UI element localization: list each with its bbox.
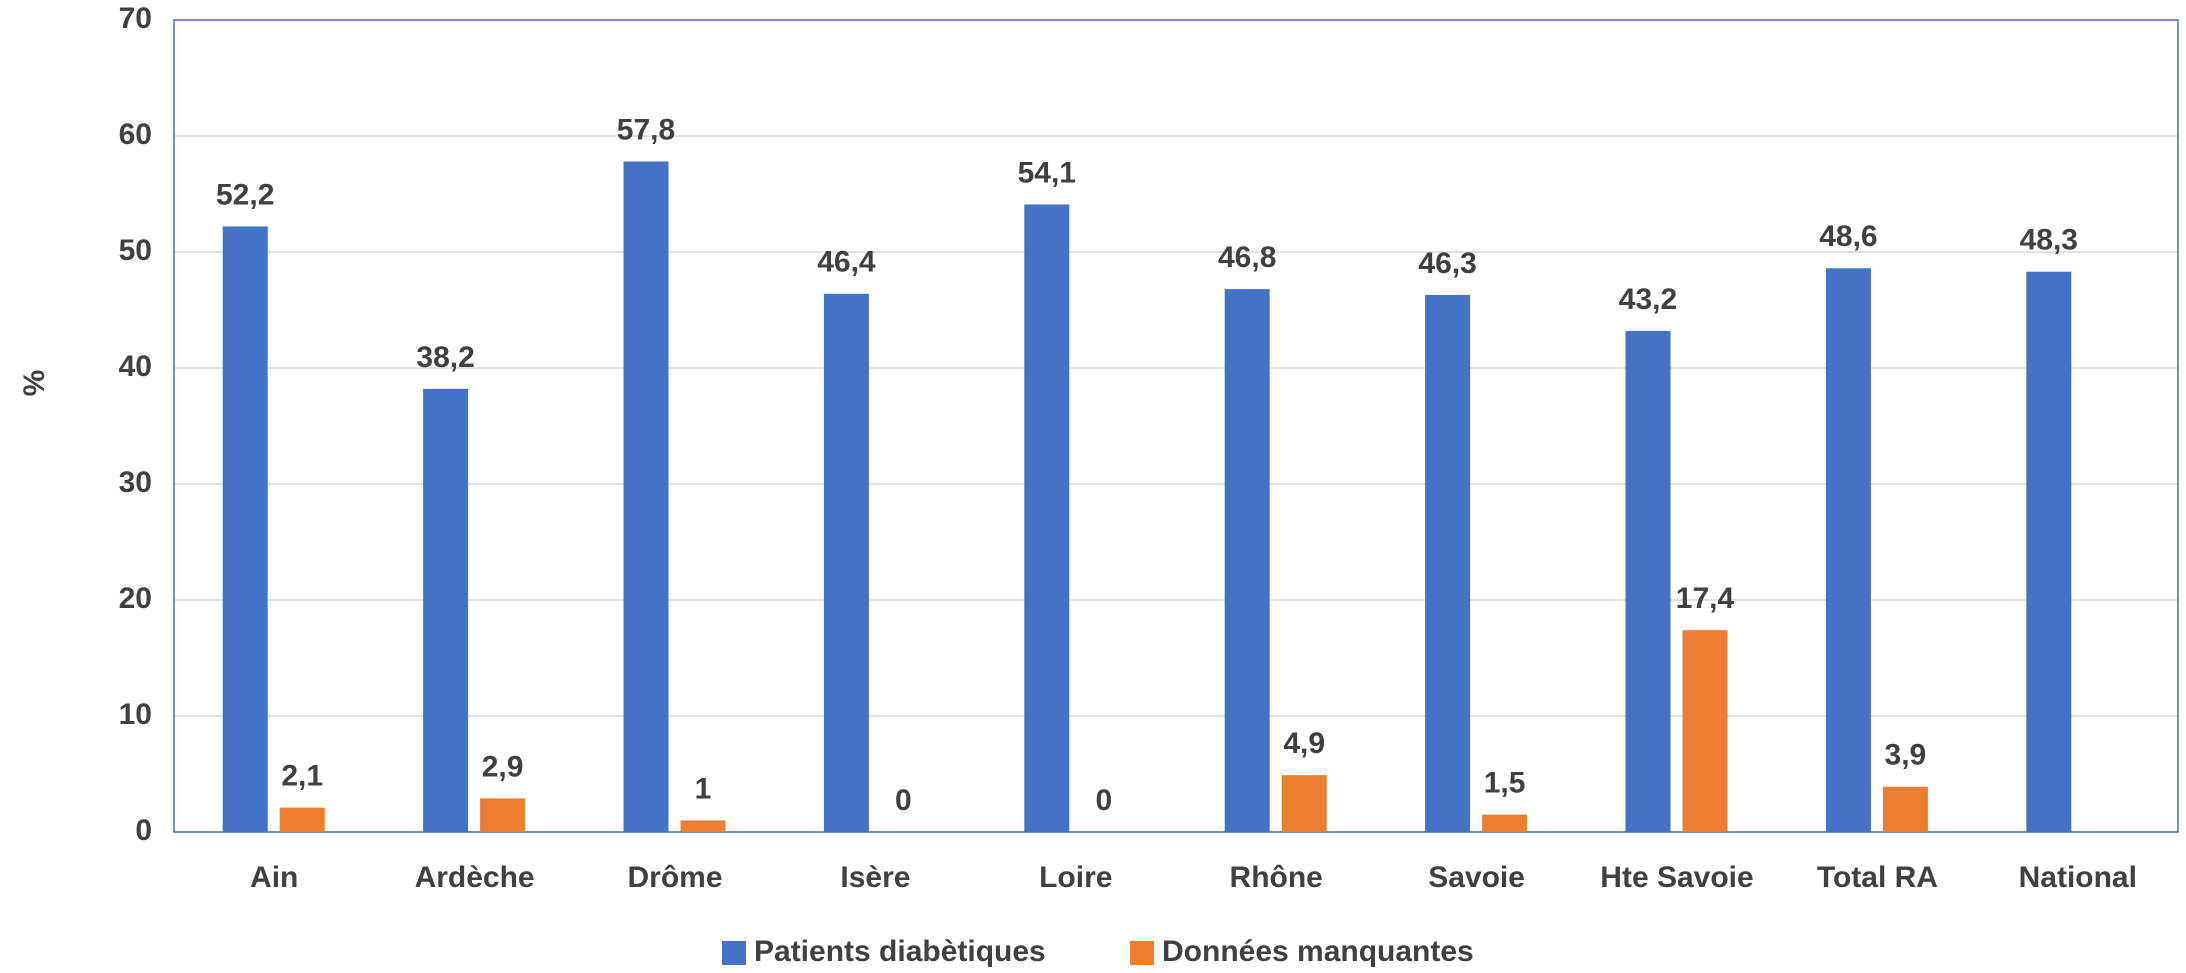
- data-label: 48,3: [2020, 224, 2078, 257]
- legend-label: Patients diabètiques: [754, 935, 1046, 968]
- bar: [680, 820, 726, 832]
- x-tick-label: Ardèche: [415, 861, 535, 894]
- data-label: 1,5: [1484, 767, 1526, 800]
- y-tick-label: 70: [119, 2, 152, 35]
- legend-swatch: [722, 941, 746, 965]
- data-label: 46,3: [1418, 247, 1476, 280]
- data-label: 2,1: [281, 760, 323, 793]
- x-tick-label: Ain: [250, 861, 298, 894]
- x-tick-label: Drôme: [627, 861, 722, 894]
- data-label: 57,8: [617, 113, 675, 146]
- data-label: 38,2: [416, 341, 474, 374]
- bar: [1482, 814, 1528, 832]
- bar: [279, 807, 325, 832]
- bar: [1024, 204, 1070, 832]
- bar: [1882, 786, 1928, 832]
- data-label: 48,6: [1819, 220, 1877, 253]
- bar: [1682, 630, 1728, 832]
- bar: [823, 293, 869, 832]
- y-tick-label: 10: [119, 698, 152, 731]
- legend-label: Données manquantes: [1162, 935, 1474, 968]
- bar: [623, 161, 669, 832]
- plot-frame: [173, 19, 2179, 833]
- y-tick-label: 50: [119, 234, 152, 267]
- data-label: 3,9: [1885, 739, 1927, 772]
- bar: [480, 798, 526, 832]
- x-tick-label: Total RA: [1817, 861, 1938, 894]
- legend-swatch: [1130, 941, 1154, 965]
- data-label: 1: [695, 772, 712, 805]
- bar: [1425, 294, 1471, 832]
- y-tick-label: 0: [135, 814, 152, 847]
- bar: [423, 388, 469, 832]
- data-label: 46,4: [817, 246, 876, 279]
- y-tick-label: 20: [119, 582, 152, 615]
- bar: [1224, 289, 1270, 832]
- data-label: 4,9: [1283, 727, 1325, 760]
- data-label: 2,9: [482, 750, 524, 783]
- bar: [222, 226, 268, 833]
- y-tick-label: 60: [119, 118, 152, 151]
- data-label: 43,2: [1619, 283, 1677, 316]
- data-label: 46,8: [1218, 241, 1276, 274]
- x-tick-label: Isère: [840, 861, 910, 894]
- x-tick-label: Hte Savoie: [1600, 861, 1753, 894]
- data-label: 52,2: [216, 178, 274, 211]
- bar: [1825, 268, 1871, 832]
- data-label: 54,1: [1018, 156, 1076, 189]
- y-tick-label: 40: [119, 350, 152, 383]
- bar: [1625, 330, 1671, 832]
- bar: [2026, 271, 2072, 833]
- x-tick-label: Rhône: [1230, 861, 1323, 894]
- data-label: 0: [1095, 784, 1112, 817]
- data-label: 0: [895, 784, 912, 817]
- y-tick-label: 30: [119, 466, 152, 499]
- y-axis-label: %: [18, 370, 51, 397]
- x-tick-label: National: [2019, 861, 2137, 894]
- x-tick-label: Loire: [1039, 861, 1112, 894]
- data-label: 17,4: [1676, 582, 1735, 615]
- bar: [1281, 775, 1327, 832]
- x-tick-label: Savoie: [1428, 861, 1525, 894]
